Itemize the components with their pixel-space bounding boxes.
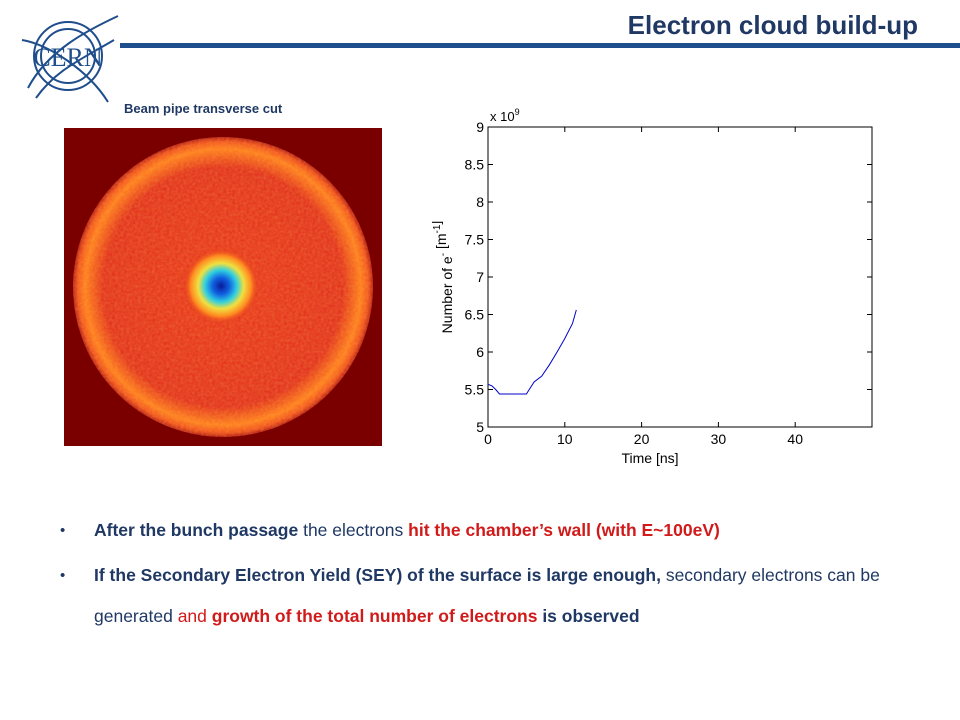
y-multiplier: x 109: [490, 107, 520, 124]
y-tick-label: 7.5: [465, 232, 485, 248]
x-tick-label: 10: [557, 431, 573, 447]
bullet-dot: •: [60, 567, 66, 584]
bullet-text-run: is observed: [537, 606, 640, 626]
electron-count-chart: 0 10 20 30 40 5 5.5 6 6.5 7 7.5 8 8.5 9 x 109 Time [n…: [432, 107, 873, 466]
slide-title: Electron cloud build-up: [627, 10, 918, 40]
y-tick-label: 7: [476, 269, 484, 285]
bullet-dot: •: [60, 522, 66, 539]
beam-pipe-heatmap: [64, 128, 382, 446]
bullet-item: • If the Secondary Electron Yield (SEY) o…: [60, 555, 920, 637]
bullet-text-run: hit the chamber’s wall (with E~100eV): [408, 520, 720, 540]
x-tick-label: 30: [711, 431, 727, 447]
y-tick-label: 6: [476, 344, 484, 360]
y-tick-label: 8: [476, 194, 484, 210]
series-line: [487, 309, 577, 395]
x-axis-label: Time [ns]: [621, 450, 678, 466]
y-axis-label: Number of e- [m-1]: [432, 221, 455, 334]
x-tick-label: 40: [787, 431, 803, 447]
bullet-text-run: and: [177, 606, 212, 626]
bullet-text-run: the electrons: [298, 520, 409, 540]
pipe-caption: Beam pipe transverse cut: [124, 101, 283, 116]
bullet-item: • After the bunch passage the electrons h…: [60, 510, 920, 551]
y-tick-label: 8.5: [465, 157, 485, 173]
bullet-text-run: If the Secondary Electron Yield (SEY) of…: [94, 565, 661, 585]
y-tick-label: 5: [476, 419, 484, 435]
x-tick-label: 20: [634, 431, 650, 447]
bullet-text-run: growth of the total number of electrons: [211, 606, 538, 626]
x-tick-label: 0: [484, 431, 492, 447]
cern-logo: CERN: [21, 15, 119, 103]
bullet-list: • After the bunch passage the electrons h…: [60, 510, 920, 637]
y-tick-label: 6.5: [465, 307, 485, 323]
y-tick-label: 9: [476, 119, 484, 135]
bullet-text-run: secondary electrons can be generated: [94, 565, 880, 626]
plot-frame: [487, 126, 873, 428]
y-tick-label: 5.5: [465, 382, 485, 398]
logo-text: CERN: [33, 43, 103, 72]
bullet-text-run: After the bunch passage: [94, 520, 299, 540]
title-rule: [120, 43, 960, 48]
